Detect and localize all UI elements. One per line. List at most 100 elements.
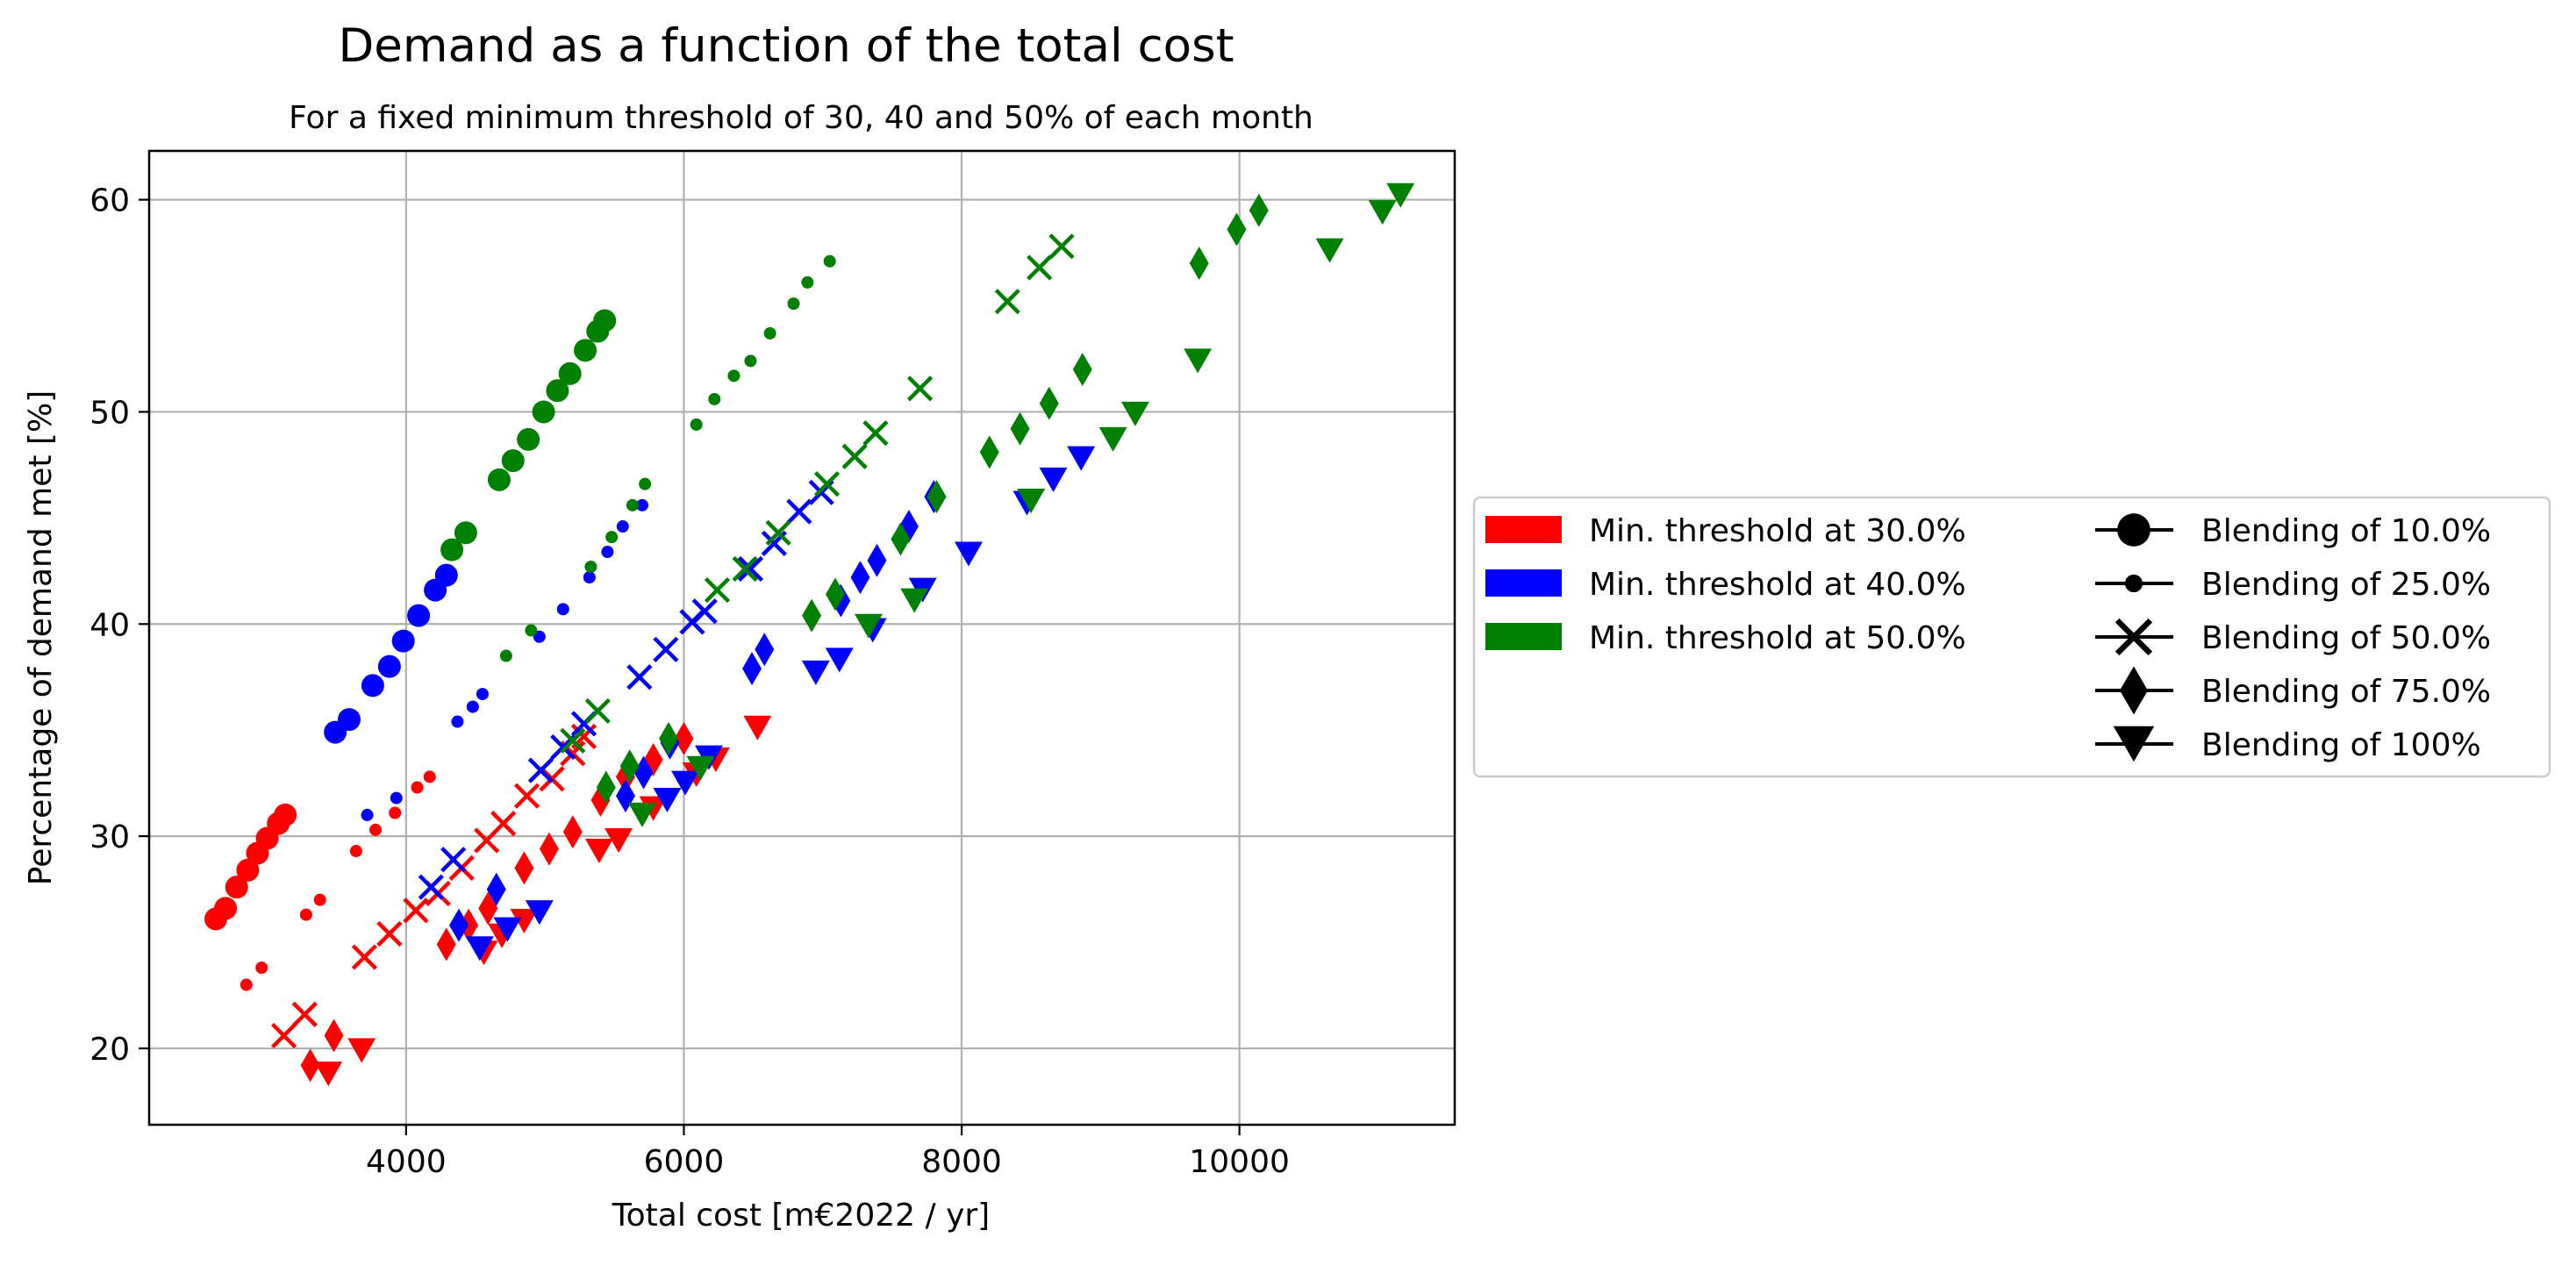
- data-point: [499, 649, 512, 662]
- data-point: [377, 654, 401, 678]
- legend-label: Blending of 50.0%: [2201, 620, 2491, 656]
- data-point: [560, 727, 586, 754]
- y-tick-label: 40: [89, 607, 130, 643]
- data-point: [539, 832, 559, 866]
- data-point: [593, 309, 617, 333]
- data-point: [389, 806, 402, 819]
- legend-color-patch: [1485, 569, 1562, 597]
- legend-marker: [2114, 618, 2153, 656]
- data-point: [825, 647, 854, 673]
- data-point: [802, 598, 822, 633]
- data-point: [255, 962, 268, 975]
- data-point: [347, 1038, 376, 1063]
- y-tick-label: 60: [89, 183, 130, 219]
- legend-marker: [2120, 666, 2148, 715]
- y-tick-label: 30: [89, 819, 130, 855]
- data-point: [556, 603, 569, 616]
- data-point: [732, 555, 758, 582]
- data-point: [626, 664, 653, 690]
- data-point: [349, 845, 362, 858]
- data-point: [727, 369, 741, 383]
- series-50.0%-10.0%: [440, 309, 617, 561]
- data-point: [274, 803, 297, 826]
- data-point: [674, 721, 694, 755]
- data-point: [1249, 193, 1269, 227]
- data-point: [465, 936, 494, 962]
- data-point: [639, 477, 652, 490]
- data-point: [240, 978, 253, 991]
- data-point: [584, 560, 597, 573]
- data-point: [763, 326, 776, 340]
- x-axis-label: Total cost [m€2022 / yr]: [612, 1198, 990, 1234]
- data-point: [891, 522, 911, 556]
- data-point: [659, 721, 679, 755]
- data-point: [299, 908, 312, 921]
- data-point: [1386, 182, 1415, 208]
- data-point: [1315, 238, 1344, 263]
- legend-marker: [2124, 574, 2143, 593]
- data-point: [1098, 426, 1127, 452]
- y-tick-label: 50: [89, 395, 130, 431]
- legend-label: Blending of 10.0%: [2201, 513, 2491, 549]
- chart-subtitle: For a fixed minimum threshold of 30, 40 …: [289, 100, 1313, 136]
- data-point: [527, 757, 554, 783]
- data-point: [476, 688, 489, 701]
- y-tick-label: 20: [89, 1032, 130, 1068]
- data-point: [704, 576, 731, 604]
- data-point: [478, 891, 498, 926]
- legend-color-patch: [1485, 623, 1562, 650]
- data-point: [584, 697, 611, 725]
- grid: [149, 151, 1455, 1125]
- legend-label: Blending of 75.0%: [2201, 674, 2491, 710]
- data-point: [584, 839, 613, 864]
- data-point: [1227, 212, 1247, 247]
- data-point: [369, 823, 383, 836]
- data-point: [546, 379, 569, 403]
- data-point: [691, 598, 718, 625]
- data-point: [619, 749, 640, 783]
- data-point: [825, 577, 845, 612]
- data-point: [291, 1001, 318, 1027]
- data-point: [517, 427, 540, 451]
- data-point: [562, 815, 583, 849]
- data-point: [407, 604, 431, 627]
- data-point: [558, 361, 582, 385]
- data-point: [671, 770, 700, 796]
- legend-frame: [1472, 496, 2551, 778]
- data-point: [270, 1022, 297, 1049]
- legend-label: Min. threshold at 30.0%: [1589, 513, 1966, 549]
- series-50.0%-50.0%: [560, 233, 1075, 754]
- data-point: [391, 629, 415, 653]
- data-point: [1010, 411, 1030, 446]
- data-point: [1017, 489, 1046, 514]
- data-point: [867, 543, 887, 577]
- data-point: [801, 275, 814, 289]
- y-axis-label: Percentage of demand met [%]: [23, 390, 59, 885]
- data-point: [862, 420, 889, 447]
- x-tick-label: 8000: [921, 1144, 1002, 1180]
- data-point: [686, 755, 715, 781]
- data-point: [501, 449, 525, 473]
- data-point: [361, 674, 384, 697]
- data-point: [314, 1061, 343, 1086]
- x-tick-label: 6000: [644, 1144, 725, 1180]
- data-point: [487, 468, 511, 491]
- data-point: [708, 392, 721, 405]
- data-point: [813, 471, 841, 497]
- data-point: [605, 827, 633, 853]
- data-point: [743, 715, 772, 740]
- data-point: [927, 480, 947, 514]
- data-point: [690, 418, 703, 431]
- data-point: [737, 555, 764, 582]
- data-point: [376, 920, 403, 947]
- data-point: [1072, 353, 1092, 387]
- x-tick-label: 4000: [366, 1144, 447, 1180]
- series-40.0%-10.0%: [324, 563, 458, 744]
- chart-title: Demand as a function of the total cost: [339, 19, 1234, 73]
- data-point: [532, 400, 555, 424]
- legend-label: Blending of 25.0%: [2201, 567, 2491, 603]
- series-50.0%-100%: [627, 182, 1415, 827]
- legend-marker: [2117, 513, 2150, 547]
- data-point: [418, 874, 444, 900]
- x-tick-label: 10000: [1189, 1144, 1290, 1180]
